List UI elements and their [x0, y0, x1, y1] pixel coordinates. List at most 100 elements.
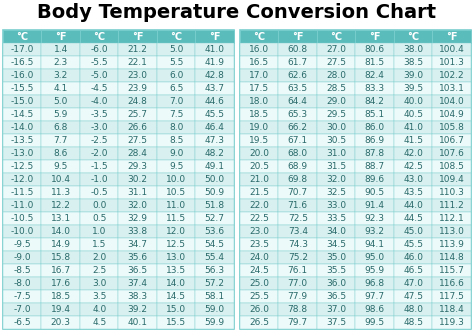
- Bar: [195, 160, 234, 173]
- Bar: [356, 134, 394, 147]
- Bar: [240, 290, 279, 303]
- Text: 26.6: 26.6: [128, 123, 148, 132]
- Text: 111.2: 111.2: [439, 201, 465, 210]
- Text: 117.5: 117.5: [439, 292, 465, 301]
- Bar: [195, 121, 234, 134]
- Text: 85.1: 85.1: [365, 110, 385, 119]
- Text: 90.5: 90.5: [365, 188, 385, 197]
- Bar: [240, 303, 279, 316]
- Bar: [3, 121, 42, 134]
- Bar: [279, 56, 317, 69]
- Text: -5.5: -5.5: [91, 58, 108, 67]
- Text: 30.0: 30.0: [326, 123, 346, 132]
- Text: 25.7: 25.7: [128, 110, 148, 119]
- Text: 99.5: 99.5: [365, 318, 385, 327]
- Bar: [118, 173, 157, 186]
- Text: 0.0: 0.0: [92, 201, 107, 210]
- Bar: [157, 82, 195, 95]
- Bar: [317, 82, 356, 95]
- Text: 95.0: 95.0: [365, 253, 385, 262]
- Bar: [317, 95, 356, 108]
- Text: 72.5: 72.5: [288, 214, 308, 223]
- Text: 62.6: 62.6: [288, 71, 308, 80]
- Bar: [42, 316, 80, 329]
- Text: 104.9: 104.9: [439, 110, 465, 119]
- Bar: [157, 121, 195, 134]
- Text: 107.6: 107.6: [439, 149, 465, 158]
- Text: 105.8: 105.8: [439, 123, 465, 132]
- Bar: [317, 251, 356, 264]
- Text: 78.8: 78.8: [288, 305, 308, 314]
- Text: 28.4: 28.4: [128, 149, 148, 158]
- Text: 3.0: 3.0: [92, 279, 107, 288]
- Bar: [317, 121, 356, 134]
- Bar: [157, 303, 195, 316]
- Bar: [195, 173, 234, 186]
- Bar: [80, 186, 118, 199]
- Bar: [118, 303, 157, 316]
- Text: 24.0: 24.0: [249, 253, 269, 262]
- Bar: [42, 303, 80, 316]
- Bar: [240, 212, 279, 225]
- Text: 1.4: 1.4: [54, 45, 68, 54]
- Bar: [356, 147, 394, 160]
- Bar: [195, 277, 234, 290]
- Text: -6.5: -6.5: [13, 318, 31, 327]
- Text: -11.5: -11.5: [10, 188, 34, 197]
- Bar: [432, 199, 471, 212]
- Text: 2.0: 2.0: [92, 253, 106, 262]
- Text: 101.3: 101.3: [439, 58, 465, 67]
- Bar: [157, 277, 195, 290]
- Bar: [195, 238, 234, 251]
- Text: 67.1: 67.1: [288, 136, 308, 145]
- Bar: [432, 95, 471, 108]
- Bar: [118, 108, 157, 121]
- Text: 22.1: 22.1: [128, 58, 148, 67]
- Bar: [432, 264, 471, 277]
- Bar: [80, 69, 118, 82]
- Text: 35.5: 35.5: [326, 266, 346, 275]
- Bar: [42, 173, 80, 186]
- Text: 10.0: 10.0: [166, 175, 186, 184]
- Text: 34.0: 34.0: [326, 227, 346, 236]
- Text: -0.5: -0.5: [91, 188, 108, 197]
- Bar: [118, 316, 157, 329]
- Bar: [432, 212, 471, 225]
- Bar: [80, 316, 118, 329]
- Bar: [432, 316, 471, 329]
- Text: 28.0: 28.0: [326, 71, 346, 80]
- Bar: [356, 108, 394, 121]
- Bar: [42, 134, 80, 147]
- Text: 18.5: 18.5: [249, 110, 269, 119]
- Bar: [356, 173, 394, 186]
- Text: 16.7: 16.7: [51, 266, 71, 275]
- Bar: [279, 30, 317, 43]
- Text: 4.0: 4.0: [92, 305, 106, 314]
- Text: 89.6: 89.6: [365, 175, 385, 184]
- Bar: [279, 225, 317, 238]
- Text: 29.3: 29.3: [128, 162, 148, 171]
- Text: 40.0: 40.0: [403, 97, 423, 106]
- Bar: [118, 69, 157, 82]
- Bar: [432, 173, 471, 186]
- Bar: [317, 108, 356, 121]
- Bar: [195, 69, 234, 82]
- Bar: [240, 173, 279, 186]
- Text: 93.2: 93.2: [365, 227, 385, 236]
- Bar: [118, 264, 157, 277]
- Text: 118.4: 118.4: [439, 305, 465, 314]
- Bar: [42, 225, 80, 238]
- Text: 12.0: 12.0: [166, 227, 186, 236]
- Text: °C: °C: [170, 32, 182, 42]
- Bar: [118, 43, 157, 56]
- Bar: [3, 134, 42, 147]
- Text: 44.6: 44.6: [205, 97, 225, 106]
- Text: 51.8: 51.8: [205, 201, 225, 210]
- Text: 30.2: 30.2: [128, 175, 148, 184]
- Bar: [3, 108, 42, 121]
- Bar: [279, 251, 317, 264]
- Text: °C: °C: [93, 32, 105, 42]
- Text: 48.5: 48.5: [403, 318, 423, 327]
- Text: 37.0: 37.0: [326, 305, 346, 314]
- Text: 22.5: 22.5: [249, 214, 269, 223]
